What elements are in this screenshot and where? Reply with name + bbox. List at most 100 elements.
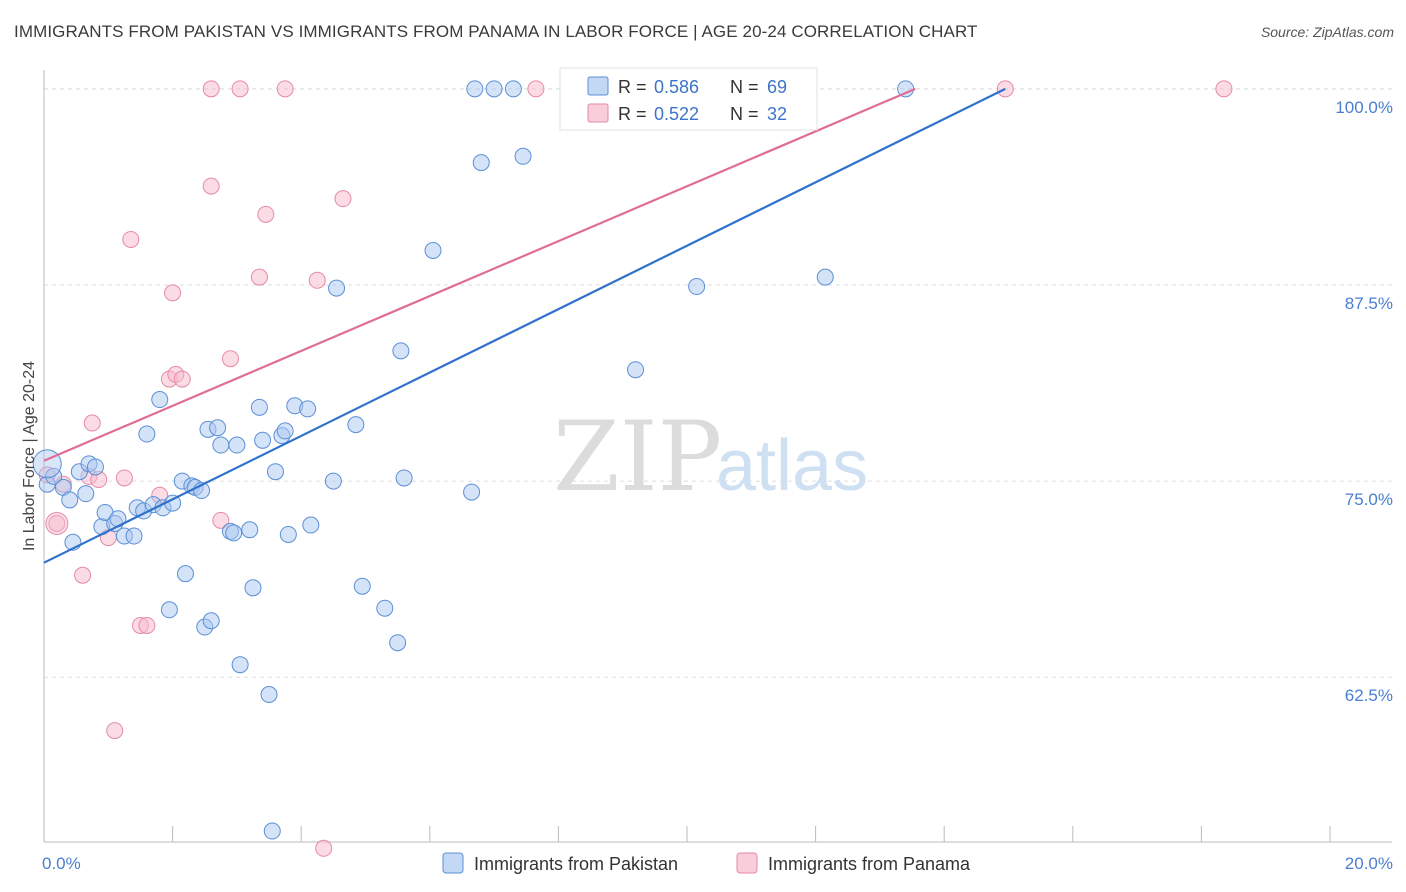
panama-point-19 — [202, 177, 220, 195]
pakistan-point-3 — [61, 491, 79, 509]
legend-panama-r-value: 0.522 — [654, 104, 699, 124]
pakistan-point-35 — [228, 436, 246, 454]
axes — [43, 70, 1392, 843]
pakistan-point-63 — [627, 361, 645, 379]
panama-point-25 — [276, 80, 294, 98]
pakistan-point-61 — [504, 80, 522, 98]
pakistan-point-8 — [86, 458, 104, 476]
pakistan-point-54 — [392, 342, 410, 360]
panama-point-28 — [334, 190, 352, 208]
panama-point-22 — [231, 80, 249, 98]
legend-pakistan-n-label: N = — [730, 77, 759, 97]
pakistan-point-55 — [389, 634, 407, 652]
pakistan-point-31 — [209, 419, 227, 437]
legend-swatch-panama — [587, 103, 609, 123]
panama-point-31 — [1215, 80, 1233, 98]
pakistan-point-64 — [688, 278, 706, 296]
watermark-zip: ZIP — [553, 401, 722, 513]
pakistan-point-51 — [347, 416, 365, 434]
legend-panama-n-label: N = — [730, 104, 759, 124]
y-tick-label-1: 75.0% — [1345, 490, 1393, 509]
panama-point-15 — [164, 284, 182, 302]
pakistan-point-40 — [254, 431, 272, 449]
panama-point-27 — [315, 839, 333, 857]
pakistan-point-42 — [263, 822, 281, 840]
panama-point-23 — [250, 268, 268, 286]
pakistan-point-65 — [816, 268, 834, 286]
y-tick-label-3: 100.0% — [1335, 98, 1393, 117]
legend-pakistan-r-label: R = — [618, 77, 647, 97]
pakistan-point-48 — [302, 516, 320, 534]
bottom-legend-swatch-panama — [736, 852, 758, 874]
pakistan-point-58 — [466, 80, 484, 98]
panama-point-9 — [115, 469, 133, 487]
panama-point-20 — [212, 511, 230, 529]
trend-lines — [43, 87, 1006, 564]
pakistan-point-57 — [463, 483, 481, 501]
bottom-legend-pakistan: Immigrants from Pakistan — [474, 854, 678, 874]
pakistan-point-47 — [299, 400, 317, 418]
panama-point-24 — [257, 205, 275, 223]
pakistan-point-60 — [485, 80, 503, 98]
panama-point-8 — [106, 722, 124, 740]
pakistan-point-41 — [260, 686, 278, 704]
source-note: Source: ZipAtlas.com — [1260, 24, 1394, 40]
legend-panama-r-label: R = — [618, 104, 647, 124]
panama-point-3 — [74, 566, 92, 584]
pakistan-point-30 — [202, 612, 220, 630]
panama-point-21 — [221, 350, 239, 368]
pakistan-point-38 — [244, 579, 262, 597]
pakistan-point-44 — [276, 422, 294, 440]
panama-point-large — [45, 511, 69, 535]
panama-point-1 — [48, 514, 66, 532]
pakistan-point-39 — [250, 398, 268, 416]
panama-point-26 — [308, 271, 326, 289]
pakistan-point-19 — [151, 391, 169, 409]
bottom-legend-panama: Immigrants from Panama — [768, 854, 971, 874]
pakistan-trend-line — [43, 87, 1006, 564]
pakistan-point-6 — [77, 485, 95, 503]
y-axis-label: In Labor Force | Age 20-24 — [21, 361, 38, 551]
panama-point-17 — [173, 370, 191, 388]
pakistan-point-45 — [279, 525, 297, 543]
legend-pakistan-r-value: 0.586 — [654, 77, 699, 97]
pakistan-point-24 — [176, 565, 194, 583]
pakistan-point-32 — [212, 436, 230, 454]
pakistan-point-67 — [395, 469, 413, 487]
y-tick-label-2: 87.5% — [1345, 294, 1393, 313]
pakistan-point-52 — [353, 577, 371, 595]
series-pakistan-points — [32, 80, 915, 840]
pakistan-point-50 — [328, 279, 346, 297]
panama-point-29 — [527, 80, 545, 98]
panama-point-10 — [122, 230, 140, 248]
bottom-legend: Immigrants from Pakistan Immigrants from… — [442, 852, 971, 874]
pakistan-point-53 — [376, 599, 394, 617]
legend-panama-n-value: 32 — [767, 104, 787, 124]
legend-pakistan-n-value: 69 — [767, 77, 787, 97]
y-tick-labels: 62.5% 75.0% 87.5% 100.0% — [1335, 98, 1393, 705]
pakistan-point-14 — [125, 527, 143, 545]
pakistan-point-49 — [324, 472, 342, 490]
pakistan-point-17 — [138, 425, 156, 443]
pakistan-point-68 — [266, 463, 284, 481]
watermark-atlas: atlas — [716, 426, 868, 506]
pakistan-point-62 — [514, 147, 532, 165]
y-tick-label-0: 62.5% — [1345, 686, 1393, 705]
bottom-legend-swatch-pakistan — [442, 852, 464, 874]
panama-point-18 — [202, 80, 220, 98]
panama-point-5 — [83, 414, 101, 432]
top-legend: R = 0.586 N = 69 R = 0.522 N = 32 — [559, 67, 818, 131]
chart-title: IMMIGRANTS FROM PAKISTAN VS IMMIGRANTS F… — [14, 22, 978, 41]
x-tick-label-max: 20.0% — [1345, 854, 1393, 873]
panama-trend-line — [43, 87, 916, 462]
pakistan-point-34 — [225, 524, 243, 542]
x-tick-label-min: 0.0% — [42, 854, 81, 873]
pakistan-point-21 — [160, 601, 178, 619]
pakistan-point-56 — [424, 241, 442, 259]
legend-swatch-pakistan — [587, 76, 609, 96]
pakistan-point-59 — [472, 154, 490, 172]
pakistan-point-37 — [241, 521, 259, 539]
pakistan-point-36 — [231, 656, 249, 674]
panama-point-12 — [138, 616, 156, 634]
